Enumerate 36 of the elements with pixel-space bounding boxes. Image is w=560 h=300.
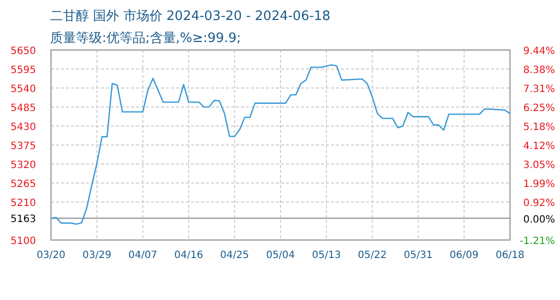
y2-tick-label: 7.31%	[523, 84, 555, 95]
y2-tick-label: 6.25%	[523, 102, 555, 114]
y2-tick-label: -1.21%	[520, 236, 555, 247]
y-tick-label: 5650	[10, 46, 36, 57]
x-tick-label: 05/22	[358, 250, 387, 261]
y-tick-label: 5595	[10, 65, 36, 76]
x-tick-label: 04/16	[174, 250, 204, 261]
y-tick-label: 5485	[10, 103, 36, 114]
y2-tick-label: 4.12%	[523, 140, 555, 152]
y-tick-label: 5540	[10, 84, 36, 95]
x-tick-label: 03/29	[82, 250, 112, 261]
y-tick-label: 5163	[10, 214, 36, 226]
chart-title: 二甘醇 国外 市场价 2024-03-20 - 2024-06-18	[50, 9, 330, 24]
x-tick-label: 05/13	[312, 250, 341, 261]
y-tick-label: 5210	[10, 198, 36, 209]
x-tick-label: 03/20	[36, 250, 66, 261]
y2-tick-label: 9.44%	[523, 46, 555, 57]
y-tick-label: 5265	[10, 179, 36, 190]
y-tick-label: 5375	[10, 141, 36, 152]
x-tick-label: 05/04	[266, 250, 295, 261]
chart-subtitle: 质量等级:优等品;含量,%≥:99.9;	[50, 31, 241, 46]
line-series	[50, 64, 511, 225]
x-tick-label: 04/07	[128, 250, 158, 261]
x-tick-label: 04/25	[220, 250, 250, 261]
x-tick-label: 05/31	[404, 250, 433, 261]
y-tick-label: 5100	[10, 236, 36, 247]
y2-tick-label: 0.00%	[523, 214, 555, 226]
x-tick-label: 06/18	[496, 250, 524, 261]
y2-tick-label: 3.05%	[523, 160, 555, 171]
x-tick-label: 06/09	[450, 250, 479, 261]
y2-tick-label: 5.18%	[523, 122, 555, 133]
y2-tick-label: 0.92%	[523, 198, 555, 209]
y-tick-label: 5320	[10, 160, 36, 171]
y-tick-label: 5430	[10, 122, 36, 133]
y2-tick-label: 1.99%	[523, 178, 555, 190]
y2-tick-label: 8.38%	[523, 64, 555, 76]
